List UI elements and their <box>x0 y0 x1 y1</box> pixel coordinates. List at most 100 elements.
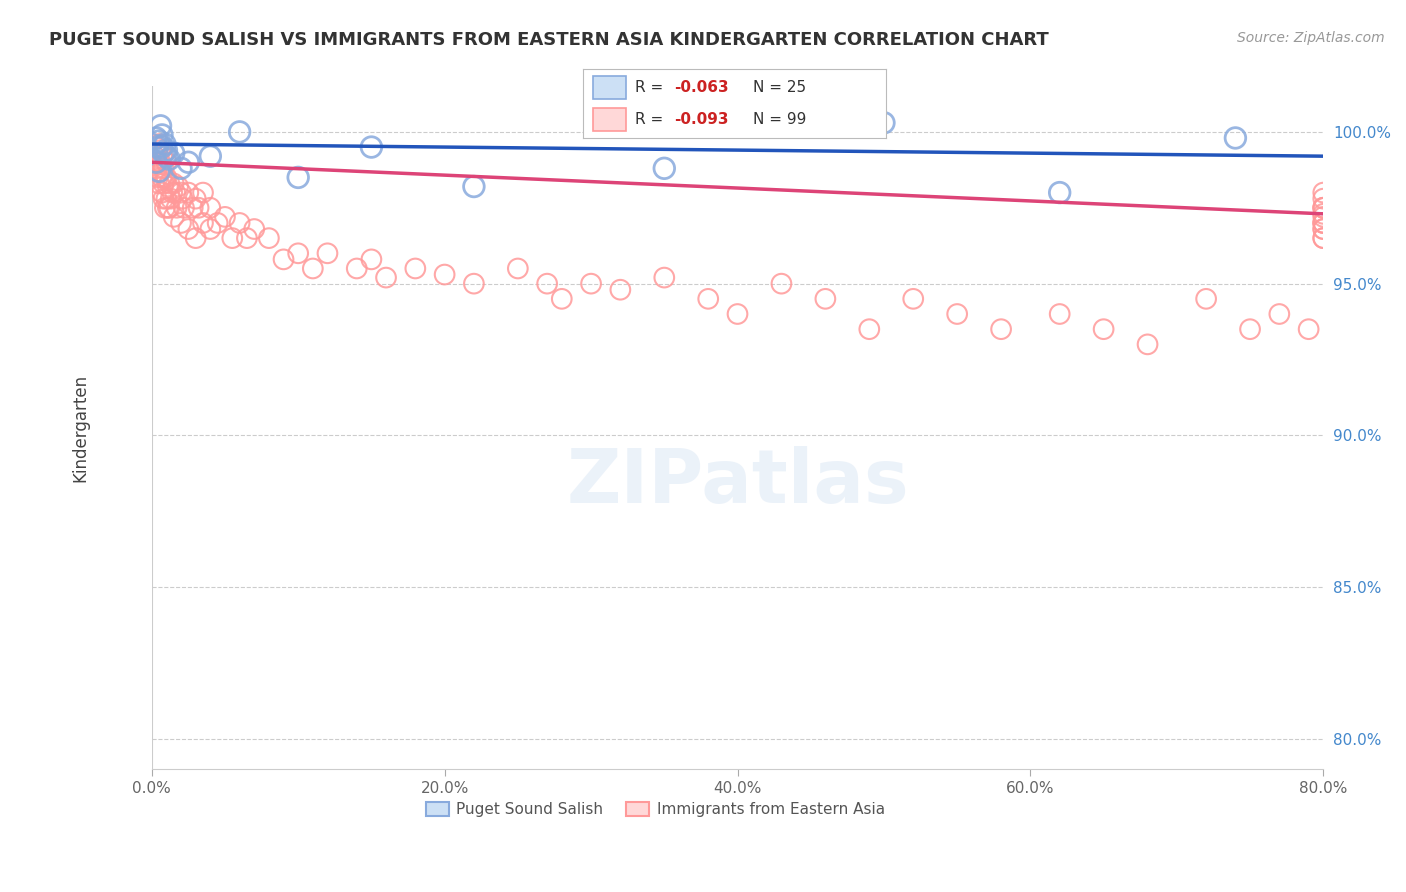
Point <box>148 134 170 148</box>
Point <box>301 261 323 276</box>
Point <box>170 161 193 176</box>
Point <box>287 246 309 260</box>
Text: PUGET SOUND SALISH VS IMMIGRANTS FROM EASTERN ASIA KINDERGARTEN CORRELATION CHAR: PUGET SOUND SALISH VS IMMIGRANTS FROM EA… <box>49 31 1049 49</box>
Point <box>727 307 749 321</box>
Point <box>146 170 169 185</box>
Point <box>236 231 259 245</box>
Point <box>1312 231 1334 245</box>
Point <box>1312 192 1334 206</box>
Y-axis label: Kindergarten: Kindergarten <box>72 374 89 482</box>
Point <box>287 170 309 185</box>
Point <box>170 216 193 230</box>
Text: Source: ZipAtlas.com: Source: ZipAtlas.com <box>1237 31 1385 45</box>
Point <box>157 152 180 166</box>
Point <box>152 192 174 206</box>
Point <box>187 201 209 215</box>
Text: N = 99: N = 99 <box>752 112 806 127</box>
Point <box>173 201 195 215</box>
Point <box>149 164 172 178</box>
Point <box>346 261 368 276</box>
Point <box>191 216 214 230</box>
Point <box>1312 216 1334 230</box>
Point <box>170 186 193 200</box>
Point <box>207 216 229 230</box>
Point <box>1312 210 1334 224</box>
Point <box>167 179 190 194</box>
Point <box>145 131 167 145</box>
Point <box>184 231 207 245</box>
Point <box>153 170 176 185</box>
Point <box>1312 201 1334 215</box>
Point <box>163 210 186 224</box>
Point <box>579 277 602 291</box>
Point <box>1312 207 1334 221</box>
Point <box>146 140 169 154</box>
Point <box>814 292 837 306</box>
Point <box>148 155 170 169</box>
Point <box>155 170 177 185</box>
Point <box>191 186 214 200</box>
Point <box>360 140 382 154</box>
Point <box>153 136 176 151</box>
Point <box>163 177 186 191</box>
Point <box>1298 322 1320 336</box>
Point <box>273 252 295 267</box>
Point <box>152 177 174 191</box>
Text: -0.093: -0.093 <box>675 112 728 127</box>
Point <box>155 149 177 163</box>
Point <box>228 216 250 230</box>
Point <box>153 201 176 215</box>
Point <box>145 140 167 154</box>
Point <box>150 149 173 163</box>
Point <box>1312 222 1334 236</box>
Point <box>155 143 177 157</box>
Point <box>506 261 529 276</box>
Point <box>214 210 236 224</box>
Point <box>150 128 173 142</box>
Point <box>652 161 675 176</box>
Point <box>404 261 426 276</box>
Point <box>858 322 880 336</box>
Point <box>177 186 200 200</box>
Point <box>946 307 969 321</box>
Point <box>148 177 170 191</box>
Point <box>177 222 200 236</box>
Point <box>149 155 172 169</box>
Text: -0.063: -0.063 <box>675 80 728 95</box>
Point <box>200 201 222 215</box>
FancyBboxPatch shape <box>592 108 626 131</box>
Point <box>156 179 179 194</box>
Point <box>157 177 180 191</box>
Point <box>149 143 172 157</box>
Point <box>1049 186 1071 200</box>
Point <box>463 179 485 194</box>
Point <box>150 140 173 154</box>
Point <box>990 322 1012 336</box>
Point <box>375 270 398 285</box>
Point <box>1312 231 1334 245</box>
Point <box>155 192 177 206</box>
Point <box>257 231 280 245</box>
Point <box>1195 292 1218 306</box>
Point <box>200 149 222 163</box>
Point <box>159 192 181 206</box>
Point <box>177 155 200 169</box>
Text: R =: R = <box>636 80 668 95</box>
Point <box>873 116 896 130</box>
Point <box>166 201 188 215</box>
Point <box>316 246 339 260</box>
Point <box>1239 322 1261 336</box>
Point <box>1312 186 1334 200</box>
Point <box>156 201 179 215</box>
Point <box>1312 201 1334 215</box>
Point <box>155 155 177 169</box>
Point <box>1312 216 1334 230</box>
Point <box>1049 307 1071 321</box>
Point <box>652 270 675 285</box>
Point <box>243 222 266 236</box>
Point <box>146 146 169 161</box>
Point <box>1312 216 1334 230</box>
Point <box>360 252 382 267</box>
Point <box>172 192 194 206</box>
Point <box>903 292 925 306</box>
